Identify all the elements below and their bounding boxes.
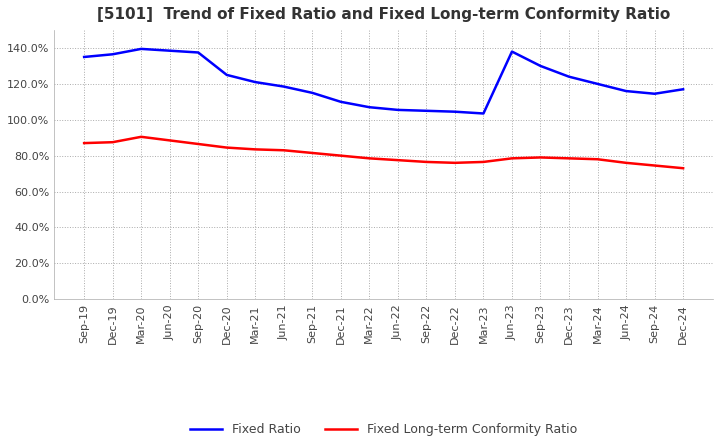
Fixed Long-term Conformity Ratio	[137, 134, 145, 139]
Fixed Long-term Conformity Ratio	[108, 139, 117, 145]
Fixed Long-term Conformity Ratio	[222, 145, 231, 150]
Fixed Ratio	[479, 111, 487, 116]
Fixed Long-term Conformity Ratio	[679, 165, 688, 171]
Fixed Long-term Conformity Ratio	[479, 159, 487, 165]
Fixed Long-term Conformity Ratio	[80, 140, 89, 146]
Fixed Ratio	[650, 91, 659, 96]
Fixed Ratio	[422, 108, 431, 114]
Fixed Long-term Conformity Ratio	[394, 158, 402, 163]
Fixed Ratio	[137, 46, 145, 51]
Fixed Long-term Conformity Ratio	[279, 148, 288, 153]
Fixed Ratio	[451, 109, 459, 114]
Fixed Ratio	[308, 90, 317, 95]
Line: Fixed Long-term Conformity Ratio: Fixed Long-term Conformity Ratio	[84, 137, 683, 168]
Fixed Ratio	[622, 88, 631, 94]
Title: [5101]  Trend of Fixed Ratio and Fixed Long-term Conformity Ratio: [5101] Trend of Fixed Ratio and Fixed Lo…	[97, 7, 670, 22]
Fixed Long-term Conformity Ratio	[536, 155, 545, 160]
Fixed Ratio	[536, 63, 545, 69]
Line: Fixed Ratio: Fixed Ratio	[84, 49, 683, 114]
Legend: Fixed Ratio, Fixed Long-term Conformity Ratio: Fixed Ratio, Fixed Long-term Conformity …	[185, 418, 582, 440]
Fixed Long-term Conformity Ratio	[451, 160, 459, 165]
Fixed Ratio	[336, 99, 345, 104]
Fixed Ratio	[679, 87, 688, 92]
Fixed Ratio	[593, 81, 602, 87]
Fixed Long-term Conformity Ratio	[593, 157, 602, 162]
Fixed Long-term Conformity Ratio	[308, 150, 317, 156]
Fixed Ratio	[394, 107, 402, 113]
Fixed Long-term Conformity Ratio	[336, 153, 345, 158]
Fixed Long-term Conformity Ratio	[622, 160, 631, 165]
Fixed Long-term Conformity Ratio	[422, 159, 431, 165]
Fixed Long-term Conformity Ratio	[508, 156, 516, 161]
Fixed Ratio	[80, 54, 89, 59]
Fixed Ratio	[108, 51, 117, 57]
Fixed Long-term Conformity Ratio	[194, 141, 202, 147]
Fixed Ratio	[222, 72, 231, 77]
Fixed Ratio	[166, 48, 174, 53]
Fixed Ratio	[279, 84, 288, 89]
Fixed Ratio	[564, 74, 573, 79]
Fixed Long-term Conformity Ratio	[166, 138, 174, 143]
Fixed Long-term Conformity Ratio	[251, 147, 260, 152]
Fixed Long-term Conformity Ratio	[365, 156, 374, 161]
Fixed Ratio	[365, 105, 374, 110]
Fixed Long-term Conformity Ratio	[650, 163, 659, 168]
Fixed Long-term Conformity Ratio	[564, 156, 573, 161]
Fixed Ratio	[508, 49, 516, 54]
Fixed Ratio	[194, 50, 202, 55]
Fixed Ratio	[251, 80, 260, 85]
